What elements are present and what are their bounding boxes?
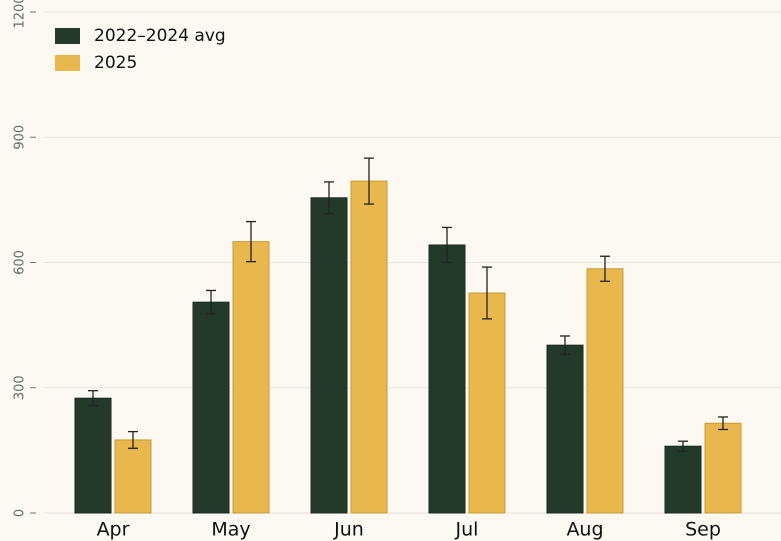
legend-swatch (55, 55, 80, 71)
x-tick-label: Jun (333, 519, 364, 541)
bar (114, 439, 152, 514)
x-tick-label: Jul (455, 519, 479, 541)
legend-swatch (55, 28, 80, 44)
x-tick-label: Sep (685, 519, 721, 541)
bar (350, 180, 388, 514)
x-tick-label: May (211, 519, 250, 541)
bar (468, 292, 506, 514)
bar (232, 241, 270, 514)
y-tick-label: 900 (13, 125, 28, 150)
bar (428, 244, 466, 514)
bar (192, 301, 230, 514)
x-tick-label: Apr (97, 519, 130, 541)
y-tick-label: 0 (13, 509, 28, 517)
y-tick-label: 1200 (13, 0, 28, 29)
bar (586, 268, 624, 514)
legend-label: 2022–2024 avg (94, 26, 226, 46)
y-tick-label: 600 (13, 250, 28, 275)
bar (74, 397, 112, 514)
legend-label: 2025 (94, 53, 137, 73)
x-tick-label: Aug (566, 519, 603, 541)
y-tick-label: 300 (13, 375, 28, 400)
bar (664, 445, 702, 514)
bar (546, 344, 584, 514)
bar (704, 422, 742, 514)
bar (310, 197, 348, 514)
